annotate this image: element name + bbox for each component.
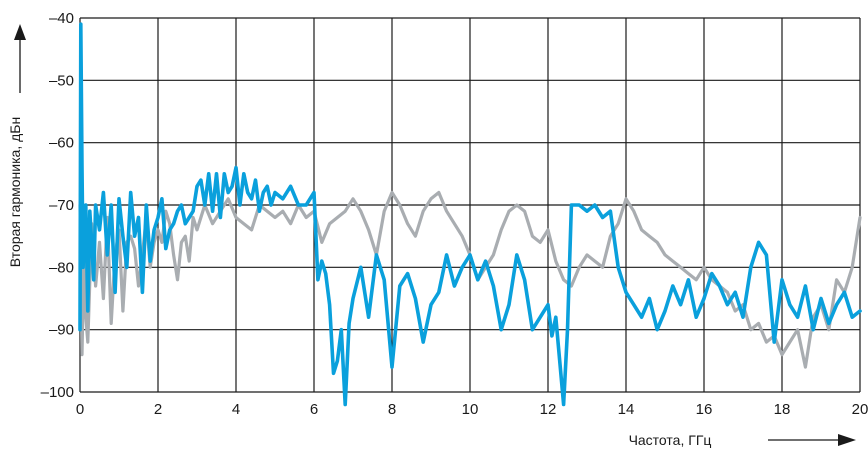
y-tick-label-1: –50	[49, 72, 74, 89]
y-tick-label-6: –100	[41, 384, 74, 401]
y-tick-label-3: –70	[49, 197, 74, 214]
x-tick-label-10: 20	[852, 401, 868, 418]
y-tick-label-0: –40	[49, 10, 74, 27]
y-axis-label: Вторая гармоника, дБн	[7, 117, 23, 267]
x-tick-label-8: 16	[696, 401, 713, 418]
tick-labels: 0 2 4 6 8 10 12 14 16 18 20 –40 –50 –60 –70 –80 –90 –100	[41, 10, 868, 418]
y-tick-label-2: –60	[49, 135, 74, 152]
x-tick-label-6: 12	[540, 401, 557, 418]
x-tick-label-2: 4	[232, 401, 240, 418]
x-tick-label-7: 14	[618, 401, 635, 418]
x-tick-label-4: 8	[388, 401, 396, 418]
x-axis-label: Частота, ГГц	[629, 432, 712, 448]
grid-lines	[79, 17, 861, 393]
x-tick-label-1: 2	[154, 401, 162, 418]
x-tick-label-5: 10	[462, 401, 479, 418]
x-tick-label-3: 6	[310, 401, 318, 418]
y-tick-label-5: –90	[49, 322, 74, 339]
x-tick-label-9: 18	[774, 401, 791, 418]
x-tick-label-0: 0	[76, 401, 84, 418]
series-lines	[78, 22, 862, 407]
series-line-1	[78, 22, 862, 407]
x-axis-arrow-icon	[768, 434, 856, 446]
y-tick-label-4: –80	[49, 259, 74, 276]
y-axis-arrow-icon	[14, 24, 26, 93]
